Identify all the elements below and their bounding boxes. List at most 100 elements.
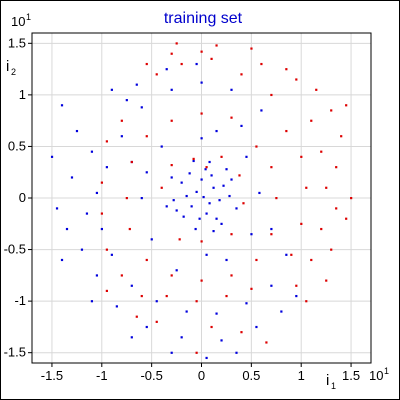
- blue-data-point: [215, 312, 218, 315]
- red-data-point: [270, 233, 273, 236]
- red-data-point: [305, 186, 308, 189]
- red-data-point: [345, 217, 348, 220]
- red-data-point: [230, 116, 233, 119]
- blue-data-point: [228, 194, 231, 198]
- red-data-point: [335, 207, 338, 210]
- y-axis-label-sub: 2: [11, 67, 16, 77]
- blue-data-point: [160, 145, 163, 148]
- y-axis-label: i 2: [6, 58, 16, 77]
- blue-data-point: [175, 209, 178, 212]
- red-data-point: [260, 62, 263, 66]
- red-data-point: [145, 258, 148, 262]
- blue-data-point: [120, 135, 123, 138]
- red-data-point: [295, 284, 298, 287]
- red-data-point: [335, 166, 338, 169]
- blue-data-point: [202, 195, 205, 199]
- red-data-point: [300, 222, 303, 225]
- blue-data-point: [185, 194, 188, 198]
- blue-data-point: [230, 178, 233, 181]
- blue-data-point: [125, 99, 128, 102]
- blue-data-point: [225, 168, 228, 171]
- blue-data-point: [170, 176, 173, 179]
- blue-data-point: [260, 109, 263, 112]
- blue-data-point: [115, 305, 118, 308]
- tick-labels: -1.5 -1 -0.5 0 0.5 1 1.5 1.5 1 0.5 0 -0.5 -1 -1.5: [4, 35, 361, 383]
- blue-data-point: [110, 253, 113, 256]
- red-data-point: [155, 73, 158, 76]
- blue-data-point: [85, 212, 89, 215]
- red-data-point: [100, 181, 103, 184]
- red-data-point: [220, 155, 223, 158]
- blue-data-point: [270, 284, 273, 287]
- blue-data-point: [90, 150, 94, 153]
- x-tick-label: 1: [298, 368, 305, 383]
- red-data-point: [195, 300, 198, 303]
- red-data-point: [180, 62, 183, 66]
- red-data-point: [105, 140, 108, 143]
- red-data-point: [120, 274, 123, 277]
- y-tick-label: -1.5: [4, 345, 26, 360]
- red-data-point: [225, 294, 228, 298]
- red-data-point: [238, 174, 241, 177]
- blue-data-point: [60, 258, 64, 262]
- blue-data-point: [150, 238, 153, 241]
- blue-data-point: [295, 294, 298, 298]
- red-data-point: [300, 155, 303, 158]
- chart-title: training set: [164, 10, 243, 27]
- blue-data-point: [195, 190, 198, 194]
- blue-data-point: [240, 124, 243, 128]
- blue-data-point: [255, 325, 258, 329]
- red-data-point: [210, 325, 213, 329]
- x-exponent-power: 1: [384, 366, 389, 376]
- red-data-point: [295, 78, 298, 81]
- blue-data-point: [220, 339, 223, 342]
- blue-data-point: [220, 222, 223, 225]
- blue-data-point: [180, 181, 183, 184]
- red-data-point: [200, 112, 203, 115]
- blue-data-point: [222, 184, 225, 187]
- blue-data-point: [194, 227, 197, 231]
- red-data-point: [250, 287, 253, 290]
- blue-data-point: [135, 83, 138, 86]
- red-data-point: [350, 197, 353, 200]
- red-data-point: [100, 212, 103, 215]
- red-data-point: [230, 274, 233, 277]
- blue-data-point: [270, 227, 273, 231]
- data-points: [50, 42, 353, 360]
- red-data-point: [155, 320, 158, 323]
- red-data-point: [330, 248, 333, 251]
- red-data-point: [200, 279, 203, 282]
- red-data-point: [165, 294, 168, 298]
- red-data-point: [340, 135, 343, 138]
- blue-data-point: [140, 106, 143, 109]
- grid: [32, 33, 371, 363]
- red-data-point: [285, 129, 288, 133]
- blue-data-point: [165, 205, 168, 208]
- blue-data-point: [210, 174, 213, 177]
- blue-data-point: [145, 171, 148, 174]
- red-data-point: [315, 88, 318, 91]
- red-data-point: [310, 258, 313, 262]
- blue-data-point: [218, 199, 221, 202]
- blue-data-point: [165, 68, 168, 71]
- blue-data-point: [258, 191, 261, 195]
- red-data-point: [105, 289, 108, 293]
- y-axis-exponent: 10 1: [11, 12, 31, 29]
- x-exponent-base: 10: [369, 368, 383, 383]
- red-data-point: [192, 157, 195, 161]
- red-data-point: [275, 197, 278, 200]
- x-axis-exponent: 10 1: [369, 366, 389, 383]
- blue-data-point: [172, 199, 175, 202]
- blue-data-point: [180, 336, 183, 339]
- blue-data-point: [250, 233, 253, 236]
- red-data-point: [145, 135, 148, 138]
- red-data-point: [270, 166, 273, 169]
- blue-data-point: [198, 217, 201, 220]
- y-tick-label: -0.5: [4, 242, 26, 257]
- blue-data-point: [95, 191, 99, 195]
- x-axis-label: i 1: [326, 372, 336, 391]
- blue-data-point: [175, 269, 178, 272]
- red-data-point: [175, 42, 178, 45]
- red-data-point: [195, 351, 198, 354]
